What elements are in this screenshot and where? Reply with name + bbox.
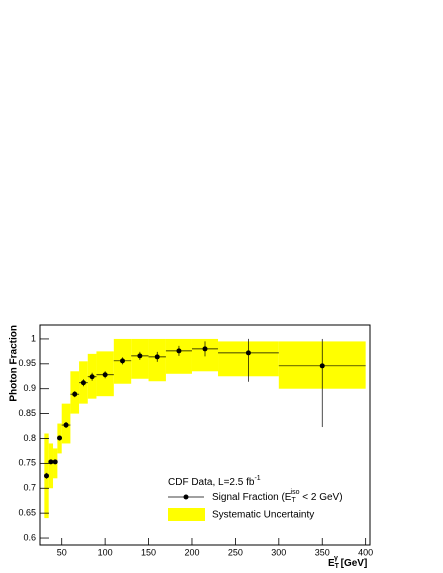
data-point bbox=[57, 435, 63, 441]
x-tick-label: 300 bbox=[271, 547, 286, 557]
y-tick-label: 0.7 bbox=[23, 483, 36, 493]
legend-sub: T bbox=[291, 497, 296, 504]
x-title-sup: γ bbox=[334, 555, 338, 562]
y-tick-label: 0.95 bbox=[18, 358, 36, 368]
y-tick-label: 0.6 bbox=[23, 532, 36, 542]
data-point bbox=[89, 374, 95, 380]
frame bbox=[39, 324, 371, 546]
data-point bbox=[44, 473, 50, 479]
x-title-sub: T bbox=[335, 563, 340, 570]
y-axis-title: Photon Fraction bbox=[9, 325, 20, 402]
x-tick-label: 250 bbox=[228, 547, 243, 557]
annotation: CDF Data, L=2.5 fb-1 bbox=[168, 475, 261, 488]
y-tick-label: 0.75 bbox=[18, 458, 36, 468]
data-point bbox=[202, 346, 208, 352]
legend-e: Signal Fraction (E bbox=[212, 492, 292, 503]
x-tick-label: 200 bbox=[184, 547, 199, 557]
legend-swatch bbox=[168, 508, 205, 521]
x-tick-label: 100 bbox=[98, 547, 113, 557]
x-axis-title: ETγ [GeV] bbox=[328, 555, 367, 570]
data-point bbox=[102, 372, 108, 378]
data-point bbox=[52, 459, 58, 465]
legend-rest: < 2 GeV) bbox=[299, 492, 342, 503]
y-tick-label: 1 bbox=[31, 333, 36, 343]
y-tick-label: 0.85 bbox=[18, 408, 36, 418]
data-point bbox=[48, 459, 54, 465]
annotation-text: CDF Data, L=2.5 fb bbox=[168, 477, 255, 488]
data-point bbox=[63, 422, 69, 428]
x-title-e: E bbox=[328, 558, 335, 569]
points-layer bbox=[44, 338, 366, 479]
annotation-sup: -1 bbox=[254, 475, 260, 482]
x-tick-label: 150 bbox=[141, 547, 156, 557]
data-point bbox=[319, 363, 325, 369]
legend-marker bbox=[183, 494, 189, 500]
data-point bbox=[176, 348, 182, 354]
legend-label: Signal Fraction (ETiso < 2 GeV) bbox=[212, 489, 343, 504]
x-tick-label: 400 bbox=[358, 547, 373, 557]
x-tick-label: 350 bbox=[315, 547, 330, 557]
data-point bbox=[137, 353, 143, 359]
y-tick-label: 0.8 bbox=[23, 433, 36, 443]
y-tick-label: 0.9 bbox=[23, 383, 36, 393]
legend-sup: iso bbox=[291, 489, 300, 496]
data-point bbox=[120, 358, 125, 364]
data-point bbox=[154, 354, 160, 360]
x-tick-label: 50 bbox=[57, 547, 67, 557]
x-title-unit: [GeV] bbox=[338, 558, 367, 569]
data-point bbox=[80, 380, 86, 386]
data-point bbox=[245, 350, 251, 356]
data-point bbox=[72, 391, 78, 397]
systematic-box bbox=[48, 443, 54, 489]
legend-label: Systematic Uncertainty bbox=[212, 510, 314, 521]
systematic-box bbox=[165, 338, 192, 374]
y-tick-label: 0.65 bbox=[18, 508, 36, 518]
